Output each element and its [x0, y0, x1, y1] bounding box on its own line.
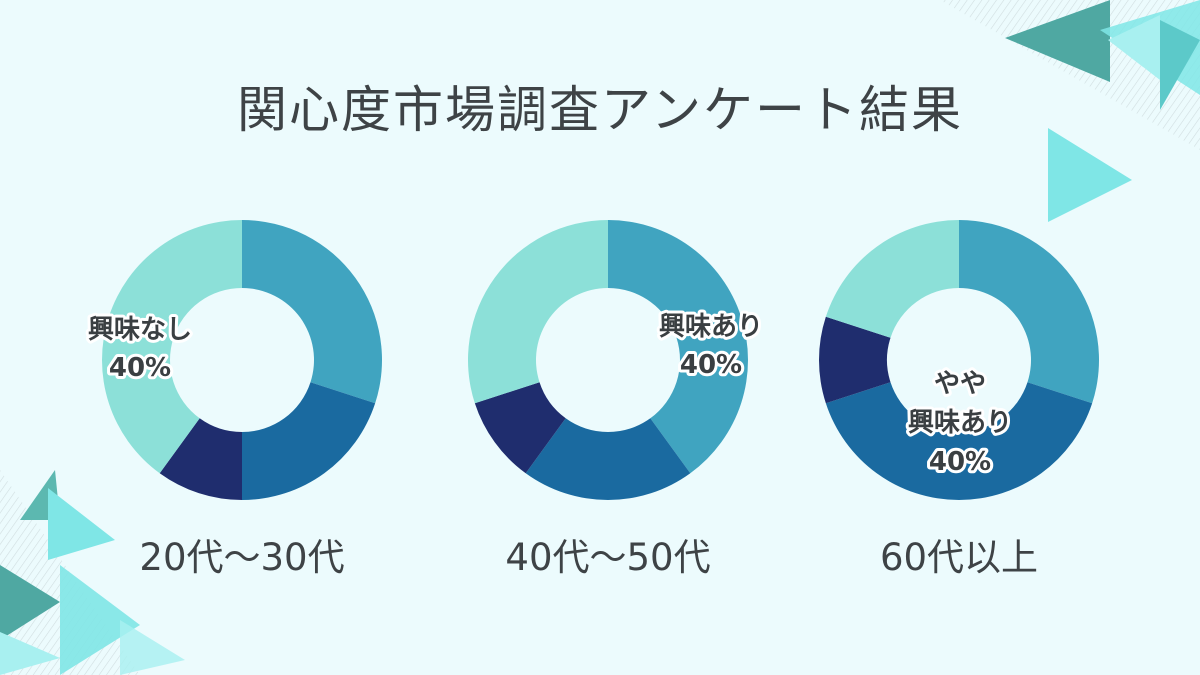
callout-line: 興味あり: [908, 408, 1012, 438]
slice-not-interested: [468, 220, 608, 404]
slice-interested: [242, 220, 382, 404]
top-right-triangles: [940, 0, 1200, 222]
donut-chart-20s-30s: 興味なし 40%: [85, 210, 392, 510]
bottom-left-triangles: [0, 470, 185, 675]
callout-line: やや: [934, 369, 986, 399]
chart-caption-60s-plus: 60代以上: [879, 536, 1039, 579]
callout-line: 興味なし: [88, 315, 192, 345]
donut-chart-60s-plus: やや興味あり 40%: [809, 210, 1109, 510]
callout-line: 40%: [680, 350, 742, 380]
chart-caption-20s-30s: 20代〜30代: [139, 536, 345, 579]
slice-somewhat-not-interested: [159, 418, 242, 500]
slice-interested: [608, 220, 748, 474]
callout-line: 興味あり: [659, 312, 763, 342]
donut-svg: 興味なし 40%: [85, 220, 382, 500]
donut-svg: やや興味あり 40%: [819, 220, 1099, 501]
chart-caption-40s-50s: 40代〜50代: [505, 536, 711, 579]
slice-somewhat-not-interested: [474, 382, 566, 474]
page-title: 関心度市場調査アンケート結果: [237, 81, 963, 139]
donut-chart-40s-50s: 興味あり 40%: [458, 210, 766, 510]
callout-line: 40%: [109, 353, 171, 383]
slice-somewhat-interested: [525, 418, 691, 500]
callout-line: 40%: [929, 447, 991, 477]
slice-not-interested: [101, 220, 242, 474]
slice-not-interested: [825, 220, 959, 338]
slice-somewhat-not-interested: [819, 316, 891, 404]
slice-callout-label: 興味なし 40%: [88, 315, 192, 383]
donut-svg: 興味あり 40%: [468, 220, 766, 500]
slice-callout-label: やや興味あり 40%: [908, 369, 1012, 477]
slice-interested: [959, 220, 1099, 404]
slice-somewhat-interested: [825, 382, 1093, 501]
slice-callout-label: 興味あり 40%: [659, 312, 763, 380]
slice-somewhat-interested: [242, 382, 376, 500]
